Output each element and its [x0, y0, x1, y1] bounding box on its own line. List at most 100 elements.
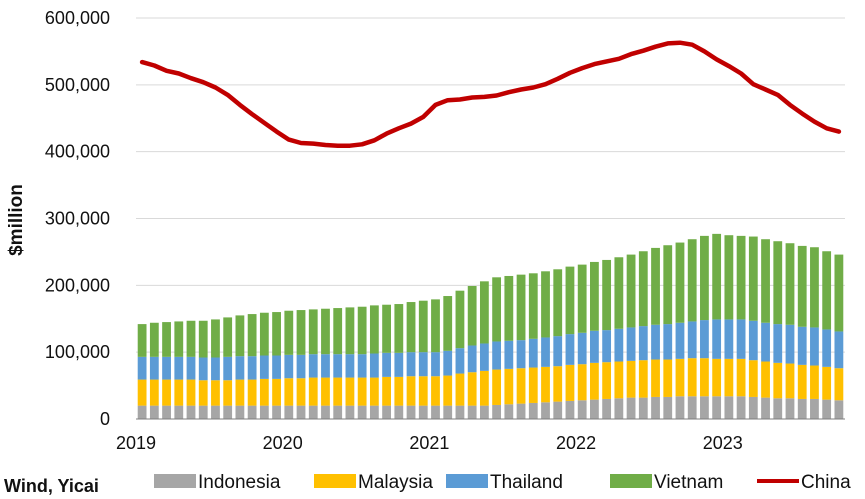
bar-thailand	[431, 352, 440, 377]
bar-thailand	[565, 334, 575, 365]
bar-indonesia	[638, 397, 648, 419]
bar-indonesia	[223, 405, 233, 419]
bar-malaysia	[296, 378, 306, 406]
bar-thailand	[357, 354, 367, 378]
bar-malaysia	[602, 362, 612, 399]
bar-indonesia	[369, 405, 379, 419]
bar-indonesia	[553, 401, 563, 419]
bar-vietnam	[528, 273, 538, 339]
bar-indonesia	[748, 396, 758, 419]
bar-indonesia	[443, 405, 453, 419]
bar-thailand	[443, 350, 453, 376]
bar-thailand	[736, 319, 746, 359]
bar-malaysia	[345, 377, 355, 406]
bar-vietnam	[675, 242, 685, 323]
bar-thailand	[541, 337, 550, 367]
bar-indonesia	[333, 405, 343, 419]
bar-malaysia	[272, 378, 281, 406]
x-tick-label: 2021	[409, 433, 449, 453]
bar-thailand	[785, 324, 795, 364]
bar-malaysia	[504, 368, 514, 405]
y-tick-label: 0	[100, 409, 110, 429]
bar-indonesia	[247, 405, 257, 419]
bar-indonesia	[211, 405, 220, 419]
bar-malaysia	[516, 368, 526, 404]
bar-indonesia	[492, 404, 502, 419]
bar-malaysia	[149, 379, 159, 406]
bar-indonesia	[712, 396, 722, 419]
bar-thailand	[773, 324, 783, 363]
bar-thailand	[455, 348, 465, 374]
bar-vietnam	[394, 304, 404, 353]
bar-malaysia	[822, 366, 832, 400]
bar-malaysia	[162, 379, 171, 406]
bar-vietnam	[431, 299, 440, 353]
bar-vietnam	[247, 314, 257, 357]
bar-indonesia	[822, 399, 832, 419]
bar-malaysia	[541, 366, 550, 403]
y-tick-label: 400,000	[45, 142, 110, 162]
bar-thailand	[687, 321, 697, 359]
bar-vietnam	[345, 307, 355, 355]
bar-malaysia	[626, 360, 636, 398]
bar-indonesia	[724, 396, 734, 419]
bar-indonesia	[467, 405, 477, 419]
y-tick-label: 300,000	[45, 209, 110, 229]
bar-malaysia	[761, 361, 770, 398]
bar-malaysia	[810, 365, 819, 399]
bar-thailand	[748, 320, 758, 361]
bar-thailand	[272, 355, 281, 379]
bar-thailand	[186, 356, 196, 380]
bar-malaysia	[651, 359, 660, 397]
bar-thailand	[137, 356, 147, 380]
bar-vietnam	[272, 312, 281, 356]
bar-thailand	[712, 319, 722, 359]
source-label: Wind, Yicai	[4, 476, 99, 496]
bar-vietnam	[479, 281, 489, 344]
bar-indonesia	[308, 405, 318, 419]
bar-thailand	[369, 353, 379, 378]
bar-vietnam	[773, 241, 783, 325]
bar-malaysia	[259, 378, 269, 406]
bar-vietnam	[761, 239, 770, 323]
bar-indonesia	[149, 405, 159, 419]
bar-vietnam	[810, 247, 819, 328]
bar-vietnam	[321, 308, 330, 355]
bar-vietnam	[736, 235, 746, 320]
y-tick-label: 500,000	[45, 75, 110, 95]
bar-vietnam	[541, 271, 550, 338]
x-tick-label: 2022	[556, 433, 596, 453]
bar-thailand	[394, 352, 404, 377]
bar-thailand	[638, 326, 648, 361]
bar-indonesia	[357, 405, 367, 419]
bar-malaysia	[333, 377, 343, 406]
bar-malaysia	[186, 379, 196, 406]
bar-thailand	[321, 354, 330, 378]
legend: Indonesia Malaysia Thailand Vietnam China	[154, 472, 851, 493]
bar-thailand	[198, 357, 208, 381]
bar-indonesia	[614, 398, 624, 419]
bar-malaysia	[418, 376, 428, 406]
bar-malaysia	[785, 363, 795, 399]
bar-indonesia	[602, 398, 612, 419]
bar-vietnam	[174, 321, 184, 357]
bar-thailand	[333, 354, 343, 378]
bar-indonesia	[321, 405, 330, 419]
bar-indonesia	[785, 398, 795, 419]
stacked-bars	[137, 233, 844, 419]
bar-indonesia	[834, 400, 844, 419]
bar-indonesia	[137, 405, 147, 419]
legend-label-thailand: Thailand	[490, 472, 563, 493]
bar-thailand	[467, 345, 477, 373]
bar-vietnam	[651, 247, 660, 325]
china-line	[139, 40, 842, 148]
bar-indonesia	[541, 402, 550, 419]
bar-malaysia	[406, 376, 416, 406]
bar-malaysia	[284, 378, 294, 406]
bar-thailand	[418, 352, 428, 377]
bar-malaysia	[748, 360, 758, 397]
bar-indonesia	[406, 405, 416, 419]
bar-vietnam	[223, 317, 233, 357]
bar-malaysia	[834, 368, 844, 401]
bar-indonesia	[382, 405, 391, 419]
